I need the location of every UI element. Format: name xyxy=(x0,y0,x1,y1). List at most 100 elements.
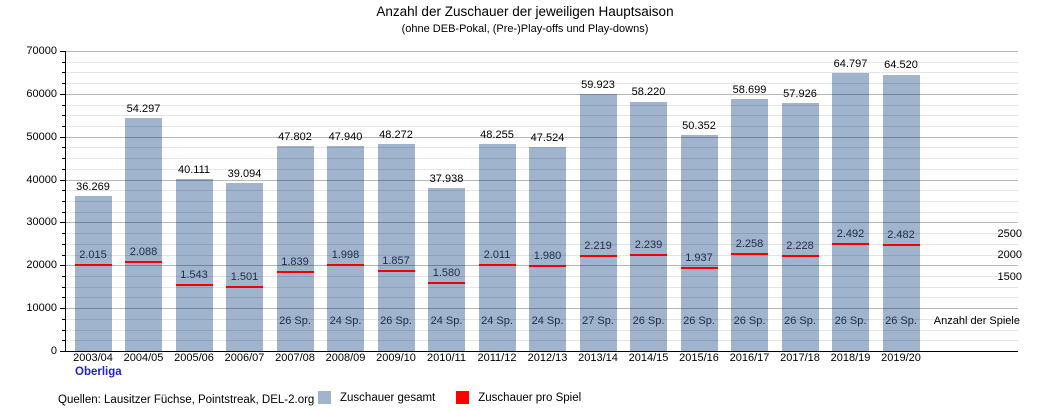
games-count-label: 26 Sp. xyxy=(279,315,311,327)
gridline-major xyxy=(65,136,1018,138)
legend-label-total: Zuschauer gesamt xyxy=(340,391,436,404)
gridline-minor xyxy=(65,233,1018,235)
x-tick-label: 2006/07 xyxy=(224,352,265,364)
per-game-value-label: 2.011 xyxy=(483,248,511,261)
right-axis-tick-label: 2000 xyxy=(997,249,1022,262)
right-axis-tick-label: 1500 xyxy=(997,270,1022,283)
bar xyxy=(74,195,112,351)
per-game-value-label: 2.228 xyxy=(786,239,814,252)
games-count-label: 26 Sp. xyxy=(683,315,715,327)
bar xyxy=(276,146,314,351)
y-tick-label: 60000 xyxy=(26,87,57,100)
per-game-line xyxy=(74,263,112,266)
y-minor-tick xyxy=(62,147,65,149)
per-game-line xyxy=(226,285,263,288)
total-value-label: 58.699 xyxy=(732,84,767,97)
bar xyxy=(680,135,718,351)
legend-item-total: Zuschauer gesamt xyxy=(318,391,435,404)
bar xyxy=(428,188,465,351)
per-game-line xyxy=(731,253,768,256)
gridline-minor xyxy=(65,147,1018,149)
games-count-label: 26 Sp. xyxy=(733,315,766,327)
gridline-minor xyxy=(65,190,1018,192)
y-tick-label: 70000 xyxy=(26,45,57,57)
y-tick-label: 50000 xyxy=(26,130,57,143)
bar xyxy=(125,118,162,351)
bar xyxy=(327,145,364,351)
y-minor-tick xyxy=(62,158,65,160)
per-game-value-label: 1.839 xyxy=(281,256,309,269)
y-minor-tick xyxy=(62,233,65,235)
y-minor-tick xyxy=(62,318,65,320)
total-series-swatch-icon xyxy=(318,391,331,404)
right-axis-tick-label: 2500 xyxy=(997,227,1022,240)
bar xyxy=(781,102,819,351)
per-game-value-label: 2.239 xyxy=(634,239,663,252)
y-minor-tick xyxy=(62,329,65,331)
x-tick-label: 2008/09 xyxy=(325,352,366,364)
total-value-label: 64.520 xyxy=(884,59,918,72)
chart-subtitle: (ohne DEB-Pokal, (Pre-)Play-offs und Pla… xyxy=(401,23,649,35)
per-game-line xyxy=(327,264,364,267)
total-value-label: 57.926 xyxy=(783,87,817,100)
y-tick-label: 20000 xyxy=(26,259,57,272)
games-count-label: 26 Sp. xyxy=(380,315,412,327)
gridline-minor xyxy=(65,168,1018,170)
y-major-tick xyxy=(60,308,65,310)
y-minor-tick xyxy=(62,115,65,117)
y-minor-tick xyxy=(62,190,65,192)
pergame-series-swatch-icon xyxy=(456,391,470,404)
bar xyxy=(377,144,415,351)
y-minor-tick xyxy=(62,83,65,85)
chart-title: Anzahl der Zuschauer der jeweiligen Haup… xyxy=(376,4,674,19)
per-game-value-label: 2.088 xyxy=(129,245,158,258)
per-game-line xyxy=(680,266,718,269)
per-game-line xyxy=(579,254,617,257)
bar xyxy=(529,147,566,351)
gridline-major xyxy=(65,222,1018,224)
y-minor-tick xyxy=(62,276,65,277)
gridline-minor xyxy=(65,104,1018,106)
plot-area: 36.269 54.297 40.111 39.094 47.802 47.940 48.2… xyxy=(65,51,1018,351)
total-value-label: 59.923 xyxy=(581,79,615,92)
y-axis-line xyxy=(65,51,66,351)
y-minor-tick xyxy=(62,243,65,245)
bar xyxy=(731,99,768,351)
y-major-tick xyxy=(60,136,65,138)
y-tick-label: 30000 xyxy=(26,216,57,229)
x-tick-label: 2005/06 xyxy=(174,352,214,364)
gridline-minor xyxy=(65,276,1018,277)
games-count-label: 24 Sp. xyxy=(329,315,362,327)
total-value-label: 50.352 xyxy=(682,120,716,133)
total-value-label: 64.797 xyxy=(833,58,868,71)
total-value-label: 36.269 xyxy=(76,180,110,193)
per-game-line xyxy=(529,265,566,268)
games-count-label: 27 Sp. xyxy=(582,315,614,327)
y-minor-tick xyxy=(62,297,65,299)
league-label: Oberliga xyxy=(75,366,122,378)
games-count-label: 26 Sp. xyxy=(834,315,867,327)
per-game-line xyxy=(832,243,869,246)
per-game-value-label: 1.501 xyxy=(230,270,259,283)
y-minor-tick xyxy=(62,72,65,74)
gridline-minor xyxy=(65,126,1018,127)
per-game-line xyxy=(630,254,667,257)
games-count-label: 24 Sp. xyxy=(430,315,463,327)
gridline-minor xyxy=(65,286,1018,288)
x-tick-label: 2003/04 xyxy=(73,352,113,364)
bar xyxy=(630,101,667,351)
bar xyxy=(226,183,263,351)
per-game-value-label: 2.015 xyxy=(79,248,107,261)
games-count-label: 26 Sp. xyxy=(885,315,917,327)
x-tick-label: 2004/05 xyxy=(123,352,164,364)
games-count-label: 24 Sp. xyxy=(481,315,513,327)
per-game-line xyxy=(781,254,819,257)
games-count-label: 24 Sp. xyxy=(531,315,564,327)
x-tick-label: 2009/10 xyxy=(376,352,416,364)
y-minor-tick xyxy=(62,104,65,106)
gridline-minor xyxy=(65,329,1018,331)
x-tick-label: 2014/15 xyxy=(628,352,669,364)
gridline-major xyxy=(65,51,1018,52)
y-tick-label: 40000 xyxy=(26,173,57,186)
